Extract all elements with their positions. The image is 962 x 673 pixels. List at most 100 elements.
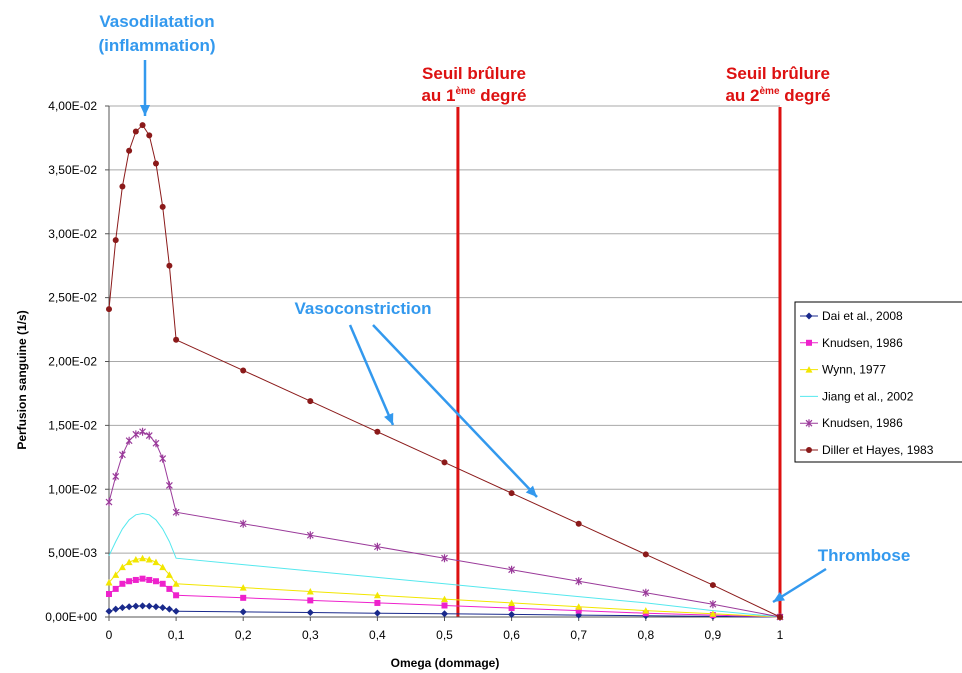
data-point xyxy=(165,481,173,490)
data-point xyxy=(125,436,133,445)
data-point xyxy=(441,554,448,563)
threshold-label-line2: au 2ème degré xyxy=(725,86,830,105)
thrombose-label: Thrombose xyxy=(818,546,911,565)
data-point xyxy=(146,132,153,139)
data-point xyxy=(139,427,146,436)
data-point xyxy=(166,262,173,269)
data-point xyxy=(172,508,180,517)
data-point xyxy=(173,592,180,599)
thrombose-arrow xyxy=(772,567,827,604)
series-line xyxy=(108,512,781,618)
data-point xyxy=(709,582,716,589)
data-point xyxy=(159,203,166,210)
y-tick-label: 1,50E-02 xyxy=(48,418,97,432)
data-point xyxy=(146,576,153,583)
data-point xyxy=(125,603,133,611)
legend-marker xyxy=(805,312,813,320)
grid-lines xyxy=(109,105,780,618)
legend-box xyxy=(794,301,962,463)
data-point xyxy=(112,605,120,613)
data-point xyxy=(508,610,516,618)
data-point xyxy=(152,160,159,167)
axes xyxy=(105,105,781,621)
vasodilatation-label: Vasodilatation xyxy=(99,12,214,31)
data-point xyxy=(132,556,140,563)
arrow-shaft xyxy=(372,324,538,498)
data-point xyxy=(441,610,448,618)
data-point xyxy=(145,602,153,610)
y-tick-label: 4,00E-02 xyxy=(48,99,97,113)
legend-marker xyxy=(806,447,812,453)
data-point xyxy=(240,594,247,601)
data-point xyxy=(307,597,314,604)
data-point xyxy=(106,591,112,598)
legend-marker xyxy=(806,339,812,346)
tick-labels: 0,00E+00 5,00E-03 1,00E-02 1,50E-02 2,00E-02… xyxy=(45,99,783,642)
data-point xyxy=(306,531,314,540)
data-point xyxy=(240,367,247,374)
data-point xyxy=(132,576,139,583)
data-point xyxy=(105,498,113,507)
data-point xyxy=(112,585,119,592)
data-point xyxy=(166,585,173,592)
x-tick-label: 0,9 xyxy=(705,628,722,642)
data-point xyxy=(159,454,167,463)
threshold-label-line2: au 1ème degré xyxy=(421,86,526,105)
data-point xyxy=(373,591,381,599)
data-point xyxy=(159,604,167,612)
y-tick-label: 3,00E-02 xyxy=(48,227,97,241)
data-point xyxy=(307,398,314,405)
data-point xyxy=(239,584,247,591)
data-point xyxy=(575,520,582,527)
data-point xyxy=(508,605,515,612)
arrow-head xyxy=(525,485,537,497)
data-point xyxy=(159,580,166,587)
arrow-head xyxy=(384,412,394,425)
data-point xyxy=(139,122,146,129)
data-point xyxy=(126,578,133,585)
data-point xyxy=(642,588,650,597)
series-6 xyxy=(106,122,783,620)
data-point xyxy=(139,602,147,610)
vasoconstriction-label: Vasoconstriction xyxy=(295,299,432,318)
x-tick-label: 0,4 xyxy=(369,628,386,642)
data-point xyxy=(119,183,126,190)
data-point xyxy=(374,599,381,606)
data-point xyxy=(642,551,649,558)
data-point xyxy=(118,604,126,612)
arrow-head xyxy=(140,105,150,116)
data-point xyxy=(132,128,139,135)
data-point xyxy=(172,607,180,615)
arrow-head xyxy=(773,591,785,602)
data-point xyxy=(105,607,113,615)
data-point xyxy=(112,571,120,578)
series-1 xyxy=(105,602,784,621)
data-point xyxy=(575,607,582,614)
data-point xyxy=(152,578,159,585)
x-tick-label: 0,6 xyxy=(503,628,520,642)
legend-label: Dai et al., 2008 xyxy=(822,309,903,323)
vasoconstriction-arrow-1 xyxy=(348,324,395,426)
legend-marker xyxy=(805,366,813,373)
data-point xyxy=(112,237,119,244)
data-point xyxy=(105,579,113,586)
arrow-shaft xyxy=(348,324,395,426)
data-point xyxy=(642,607,650,614)
x-tick-label: 0,8 xyxy=(637,628,654,642)
x-tick-label: 1 xyxy=(777,628,784,642)
data-point xyxy=(441,459,448,466)
x-axis-label: Omega (dommage) xyxy=(391,656,500,670)
legend-label: Wynn, 1977 xyxy=(822,363,886,377)
y-axis-label: Perfusion sanguine (1/s) xyxy=(15,310,29,449)
data-point xyxy=(152,603,160,611)
series-5 xyxy=(105,427,784,621)
data-point xyxy=(575,577,583,586)
legend-marker xyxy=(805,419,813,428)
data-point xyxy=(132,602,140,610)
data-point xyxy=(152,439,160,448)
x-tick-label: 0,3 xyxy=(302,628,319,642)
data-point xyxy=(165,605,173,613)
data-point xyxy=(441,595,448,603)
legend-label: Diller et Hayes, 1983 xyxy=(822,443,934,457)
